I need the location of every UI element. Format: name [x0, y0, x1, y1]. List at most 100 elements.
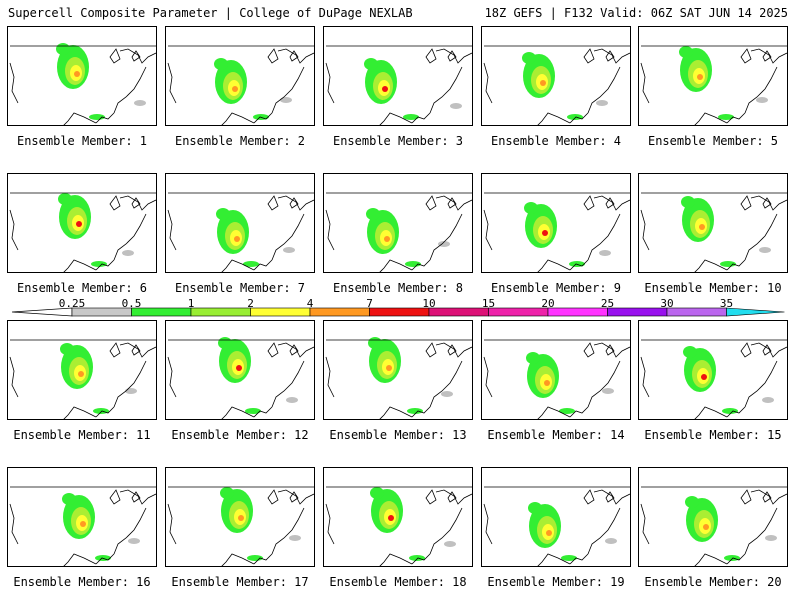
scp-contour: [80, 521, 86, 527]
scp-field: [640, 192, 787, 272]
coastline: [131, 197, 141, 209]
map-panel: [165, 320, 315, 420]
coastline: [640, 356, 650, 398]
coastline: [694, 553, 728, 566]
scp-contour: [370, 487, 384, 499]
panel-caption: Ensemble Member: 9: [490, 281, 622, 295]
coastline: [750, 489, 787, 505]
scp-contour: [567, 114, 583, 120]
coastline: [569, 553, 589, 565]
panel-caption: Ensemble Member: 19: [487, 575, 625, 589]
panel-caption: Ensemble Member: 16: [13, 575, 151, 589]
coastline: [447, 491, 457, 503]
scp-contour: [238, 515, 244, 521]
scp-field: [167, 486, 314, 566]
scp-contour: [128, 538, 140, 544]
coastline: [271, 66, 305, 114]
scp-field: [325, 486, 472, 566]
colorbar-segment: [666, 307, 727, 317]
coastline: [587, 507, 621, 555]
coastline: [277, 48, 314, 64]
scp-contour: [368, 337, 382, 349]
coastline: [289, 491, 299, 503]
coastline: [167, 356, 177, 398]
coastline: [277, 489, 314, 505]
scp-contour: [58, 193, 72, 205]
coastline: [744, 213, 778, 261]
panel-caption: Ensemble Member: 17: [171, 575, 309, 589]
coastline: [605, 50, 615, 62]
scp-contour: [76, 221, 82, 227]
panel-caption: Ensemble Member: 6: [16, 281, 148, 295]
panel-caption: Ensemble Member: 5: [647, 134, 779, 148]
colorbar: [11, 307, 785, 317]
coastline: [429, 507, 463, 555]
coastline: [109, 48, 121, 64]
scp-contour: [234, 236, 240, 242]
coastline: [744, 507, 778, 555]
map-panel: [7, 173, 157, 273]
coastline: [447, 344, 457, 356]
map-panel: [638, 26, 788, 126]
coastline: [119, 342, 156, 358]
coastline: [271, 360, 305, 408]
scp-contour: [364, 58, 378, 70]
map-panel: [481, 173, 631, 273]
map-panel: [638, 320, 788, 420]
scp-contour: [544, 380, 550, 386]
scp-field: [9, 43, 156, 125]
coastline: [587, 360, 621, 408]
coastline: [762, 491, 772, 503]
coastline: [593, 48, 630, 64]
coastline: [740, 195, 752, 211]
scp-contour: [60, 343, 74, 355]
scp-contour: [524, 202, 538, 214]
coastline: [63, 112, 97, 125]
coastline: [221, 553, 255, 566]
coastline: [411, 406, 431, 418]
coastline: [744, 66, 778, 114]
coastline: [411, 553, 431, 565]
coastline: [593, 195, 630, 211]
scp-field: [9, 192, 156, 272]
scp-contour: [134, 100, 146, 106]
panel-caption: Ensemble Member: 8: [332, 281, 464, 295]
coastline: [109, 342, 121, 358]
coastline: [605, 491, 615, 503]
coastline: [726, 406, 746, 418]
colorbar-segment: [488, 307, 549, 317]
coastline: [63, 553, 97, 566]
coastline: [113, 66, 147, 114]
scp-field: [640, 45, 787, 125]
scp-contour: [122, 250, 134, 256]
panel-caption: Ensemble Member: 12: [171, 428, 309, 442]
scp-contour: [685, 496, 699, 508]
scp-contour: [756, 97, 768, 103]
map-panel: [165, 467, 315, 567]
map-panel: [323, 467, 473, 567]
scp-contour: [561, 555, 577, 561]
scp-field: [9, 486, 156, 566]
coastline: [277, 195, 314, 211]
map-panel: [481, 26, 631, 126]
coastline: [113, 360, 147, 408]
coastline: [740, 489, 752, 505]
map-panel: [7, 320, 157, 420]
scp-contour: [286, 397, 298, 403]
coastline: [640, 62, 650, 104]
scp-contour: [722, 408, 738, 414]
coastline: [267, 342, 279, 358]
scp-contour: [403, 114, 419, 120]
coastline: [9, 503, 19, 545]
scp-contour: [62, 493, 76, 505]
scp-field: [640, 486, 787, 566]
scp-field: [325, 45, 472, 125]
scp-contour: [679, 46, 693, 58]
colorbar-tick-label: 35: [719, 297, 734, 310]
coastline: [253, 259, 273, 271]
scp-contour: [441, 391, 453, 397]
coastline: [435, 342, 472, 358]
scp-contour: [599, 250, 611, 256]
coastline: [537, 259, 571, 272]
colorbar-segment: [190, 307, 251, 317]
